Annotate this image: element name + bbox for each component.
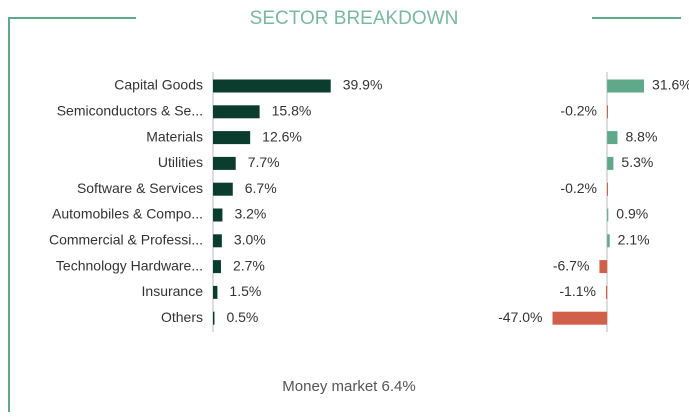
- bar: [607, 105, 609, 119]
- category-label: Automobiles & Compo...: [52, 206, 203, 222]
- category-label: Semiconductors & Se...: [57, 103, 203, 119]
- bar: [607, 234, 610, 248]
- value-label: 3.2%: [234, 206, 266, 222]
- value-label: 39.9%: [343, 77, 383, 93]
- value-label: 0.9%: [616, 206, 648, 222]
- bar: [213, 260, 221, 274]
- value-label: -47.0%: [498, 309, 542, 325]
- bar: [607, 208, 609, 222]
- bar: [213, 234, 222, 248]
- value-label: -6.7%: [553, 257, 590, 273]
- bar: [605, 285, 608, 299]
- category-label: Utilities: [158, 154, 203, 170]
- value-label: 31.6%: [652, 77, 689, 93]
- value-label: 1.5%: [229, 283, 261, 299]
- value-label: 8.8%: [625, 128, 657, 144]
- value-label: -0.2%: [560, 103, 597, 119]
- value-label: 15.8%: [272, 103, 312, 119]
- bar: [213, 182, 233, 196]
- value-label: 5.3%: [621, 154, 653, 170]
- bar: [607, 79, 645, 93]
- title: SECTOR BREAKDOWN: [250, 8, 459, 29]
- bar: [213, 311, 215, 325]
- value-label: 6.7%: [245, 180, 277, 196]
- bar: [607, 182, 609, 196]
- bar: [213, 285, 218, 299]
- value-label: 7.7%: [248, 154, 280, 170]
- bar: [213, 79, 331, 93]
- bar: [213, 105, 260, 119]
- bar: [213, 156, 236, 170]
- category-label: Materials: [146, 128, 203, 144]
- value-label: 2.1%: [618, 232, 650, 248]
- value-label: 0.5%: [226, 309, 258, 325]
- category-label: Commercial & Professi...: [49, 232, 203, 248]
- bar: [552, 311, 608, 325]
- bar: [599, 260, 608, 274]
- footer: Money market 6.4%: [282, 378, 415, 395]
- category-label: Capital Goods: [114, 77, 203, 93]
- value-label: -1.1%: [559, 283, 596, 299]
- bar: [213, 208, 223, 222]
- value-label: 2.7%: [233, 257, 265, 273]
- value-label: 12.6%: [262, 128, 302, 144]
- category-label: Others: [161, 309, 203, 325]
- category-label: Technology Hardware...: [56, 257, 203, 273]
- bar: [213, 131, 251, 145]
- category-label: Insurance: [142, 283, 204, 299]
- category-label: Software & Services: [77, 180, 203, 196]
- bar: [607, 131, 618, 145]
- bar: [607, 156, 614, 170]
- value-label: 3.0%: [234, 232, 266, 248]
- value-label: -0.2%: [560, 180, 597, 196]
